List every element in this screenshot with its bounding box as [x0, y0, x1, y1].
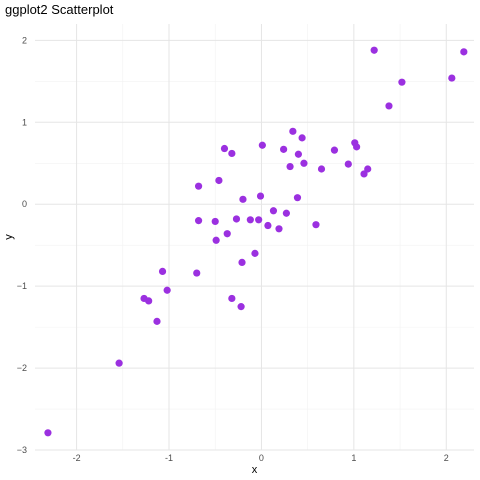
data-point: [269, 207, 278, 215]
y-tick-label: −2: [17, 363, 27, 373]
x-tick-label: 2: [444, 453, 449, 463]
data-point: [298, 134, 306, 142]
data-point: [370, 46, 378, 54]
data-point: [220, 144, 229, 153]
data-point: [228, 294, 236, 303]
data-point: [193, 269, 201, 277]
data-point: [264, 221, 272, 230]
data-point: [330, 146, 339, 154]
data-point: [286, 162, 294, 171]
y-tick-label: 2: [22, 35, 27, 45]
data-point: [280, 145, 288, 153]
data-point: [239, 195, 247, 203]
data-points: [44, 46, 468, 437]
data-point: [223, 230, 231, 238]
x-axis-title: x: [252, 464, 258, 476]
chart-title: ggplot2 Scatterplot: [5, 2, 114, 17]
data-point: [215, 176, 223, 185]
data-point: [238, 258, 246, 266]
y-tick-label: −1: [17, 281, 27, 291]
data-point: [194, 217, 203, 225]
x-tick-labels: -2 -1 0 1 2: [73, 453, 449, 463]
data-point: [360, 170, 368, 178]
y-tick-label: 0: [22, 199, 27, 209]
data-point: [212, 236, 220, 244]
data-point: [448, 74, 456, 82]
data-point: [44, 429, 52, 437]
data-point: [228, 149, 236, 158]
data-point: [275, 225, 283, 233]
x-tick-label: 1: [351, 453, 356, 463]
data-point: [251, 249, 259, 257]
data-point: [194, 182, 203, 190]
data-point: [153, 317, 161, 325]
grid-lines: [35, 24, 474, 451]
data-point: [145, 297, 153, 305]
y-tick-label: −3: [17, 445, 27, 455]
data-point: [255, 216, 263, 224]
data-point: [293, 194, 302, 202]
data-point: [312, 221, 320, 229]
y-axis-title: y: [3, 234, 15, 240]
x-tick-label: -2: [73, 453, 81, 463]
x-tick-label: 0: [259, 453, 264, 463]
data-point: [237, 303, 245, 311]
data-point: [246, 216, 254, 224]
y-tick-labels: −3 −2 −1 0 1 2: [17, 35, 27, 455]
data-point: [294, 150, 302, 158]
data-point: [364, 165, 372, 173]
data-point: [115, 359, 123, 367]
data-point: [163, 286, 171, 294]
data-point: [398, 78, 406, 86]
data-point: [289, 127, 297, 135]
data-point: [211, 217, 219, 226]
data-point: [460, 48, 468, 56]
data-point: [344, 160, 352, 168]
x-tick-label: -1: [165, 453, 173, 463]
data-point: [256, 192, 265, 200]
data-point: [232, 215, 241, 223]
data-point: [353, 143, 361, 151]
data-point: [300, 159, 308, 167]
data-point: [317, 165, 326, 173]
data-point: [258, 141, 266, 149]
y-tick-label: 1: [22, 117, 27, 127]
data-point: [282, 209, 290, 217]
data-point: [158, 267, 167, 276]
data-point: [385, 102, 393, 110]
